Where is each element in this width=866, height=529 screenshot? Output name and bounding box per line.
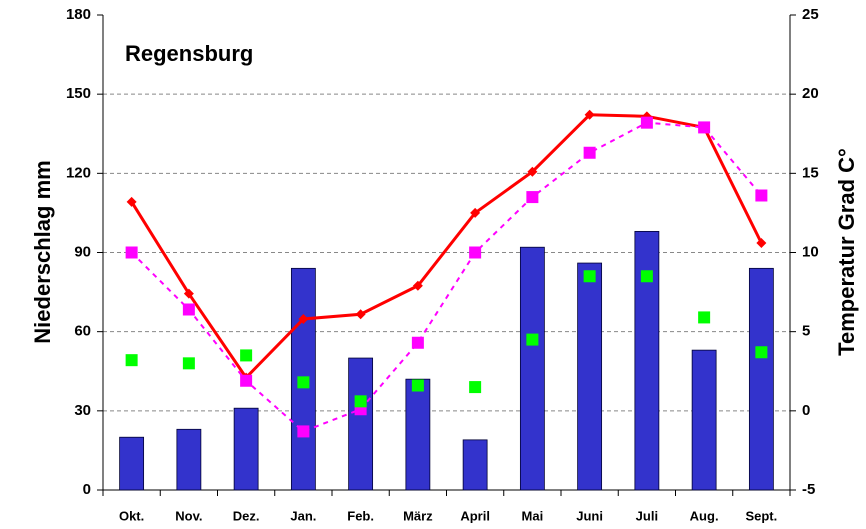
x-tick-label: April (460, 508, 490, 523)
line-marker (126, 196, 137, 207)
line (130, 113, 763, 380)
square-marker (354, 395, 367, 408)
x-tick-label: Juli (636, 508, 658, 523)
square-marker (411, 336, 424, 349)
square-marker (125, 246, 138, 259)
square-marker (240, 374, 253, 387)
y2-tick-label: 15 (802, 164, 819, 181)
bar (691, 349, 717, 491)
x-tick-label: März (403, 508, 433, 523)
x-tick-label: Sept. (745, 508, 777, 523)
line-marker (298, 314, 309, 324)
bar (348, 357, 374, 491)
square-marker (755, 346, 768, 359)
y2-axis-title: Temperatur Grad C° (834, 148, 859, 356)
bar (748, 267, 774, 491)
square-marker (297, 376, 310, 389)
x-tick-label: Jan. (290, 508, 316, 523)
square-marker (182, 357, 195, 370)
line (130, 121, 763, 433)
square-marker (182, 303, 195, 316)
y-tick-label: 0 (83, 481, 91, 498)
x-tick-label: Nov. (175, 508, 202, 523)
square-marker (640, 116, 653, 129)
square-marker (698, 311, 711, 324)
bar (405, 378, 431, 491)
line-marker (412, 280, 423, 291)
y-tick-label: 90 (74, 243, 91, 260)
square-marker (411, 379, 424, 392)
square-marker (469, 246, 482, 259)
y2-tick-label: -5 (802, 481, 815, 498)
y2-tick-label: 5 (802, 323, 810, 340)
bar (176, 428, 202, 491)
square-marker (526, 191, 539, 204)
line-marker (470, 207, 481, 218)
line-marker (355, 309, 366, 320)
bar (233, 407, 259, 491)
y2-tick-label: 10 (802, 243, 819, 260)
y2-tick-label: 25 (802, 6, 819, 23)
square-marker (698, 121, 711, 134)
bar (119, 436, 145, 491)
x-tick-label: Juni (576, 508, 603, 523)
square-marker (469, 381, 482, 394)
y-axis-title: Niederschlag mm (30, 160, 55, 343)
x-tick-label: Dez. (233, 508, 260, 523)
square-marker (583, 146, 596, 159)
y-tick-label: 180 (66, 6, 91, 23)
square-marker (125, 354, 138, 367)
line-marker (756, 238, 767, 248)
y2-tick-label: 20 (802, 85, 819, 102)
x-tick-label: Okt. (119, 508, 144, 523)
y-tick-label: 30 (74, 402, 91, 419)
x-tick-label: Aug. (690, 508, 719, 523)
square-marker (240, 349, 253, 362)
square-marker (583, 270, 596, 283)
y-tick-label: 150 (66, 85, 91, 102)
bar (577, 262, 603, 491)
line-marker (183, 288, 194, 299)
y-tick-label: 120 (66, 164, 91, 181)
line-marker (584, 109, 595, 120)
x-tick-label: Feb. (347, 508, 374, 523)
square-marker (297, 425, 310, 438)
y2-tick-label: 0 (802, 402, 810, 419)
bar (634, 230, 660, 491)
square-marker (526, 333, 539, 346)
line-marker (527, 166, 538, 177)
chart-title: Regensburg (125, 41, 253, 66)
x-tick-label: Mai (522, 508, 544, 523)
square-marker (640, 270, 653, 283)
y-tick-label: 60 (74, 323, 91, 340)
square-marker (755, 189, 768, 202)
bar (519, 246, 545, 491)
bar (462, 439, 488, 491)
